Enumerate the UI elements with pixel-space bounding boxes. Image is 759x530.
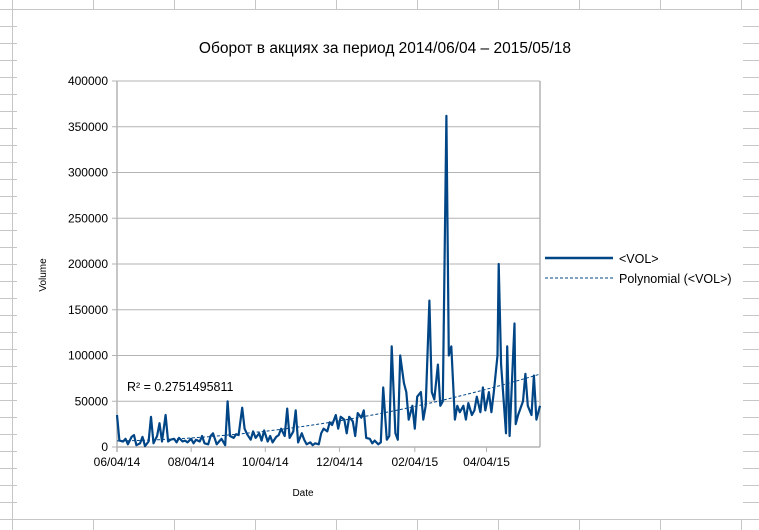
y-tick-label: 150000 xyxy=(68,303,108,317)
x-tick-label: 12/04/14 xyxy=(316,455,363,469)
y-tick-label: 350000 xyxy=(68,120,108,134)
legend: <VOL> Polynomial (<VOL>) xyxy=(545,252,732,286)
chart-title: Оборот в акциях за период 2014/06/04 – 2… xyxy=(199,40,571,57)
x-tick-label: 08/04/14 xyxy=(168,455,215,469)
r-squared-label: R² = 0.2751495811 xyxy=(127,380,233,394)
x-tick-label: 02/04/15 xyxy=(391,455,438,469)
y-axis: 0 50000 100000 150000 200000 250000 300000 3500… xyxy=(68,74,118,454)
x-tick-label: 10/04/14 xyxy=(242,455,289,469)
legend-label-trend: Polynomial (<VOL>) xyxy=(619,272,732,286)
x-axis: 06/04/14 08/04/14 10/04/14 12/04/14 02/04/15… xyxy=(94,446,540,469)
x-tick-label: 04/04/15 xyxy=(463,455,510,469)
y-axis-title: Volume xyxy=(38,258,49,292)
x-axis-title: Date xyxy=(292,488,314,499)
chart-object[interactable]: Оборот в акциях за период 2014/06/04 – 2… xyxy=(17,10,743,519)
y-tick-label: 400000 xyxy=(68,74,108,88)
y-tick-label: 250000 xyxy=(68,211,108,225)
y-tick-label: 300000 xyxy=(68,166,108,180)
y-tick-label: 200000 xyxy=(68,257,108,271)
y-tick-label: 0 xyxy=(101,440,108,454)
y-tick-label: 50000 xyxy=(75,394,109,408)
y-tick-label: 100000 xyxy=(68,349,108,363)
line-chart: Оборот в акциях за период 2014/06/04 – 2… xyxy=(38,40,732,499)
x-tick-label: 06/04/14 xyxy=(94,455,141,469)
series-line-vol xyxy=(115,114,542,448)
gridlines xyxy=(117,80,541,448)
legend-label-vol: <VOL> xyxy=(619,252,659,266)
